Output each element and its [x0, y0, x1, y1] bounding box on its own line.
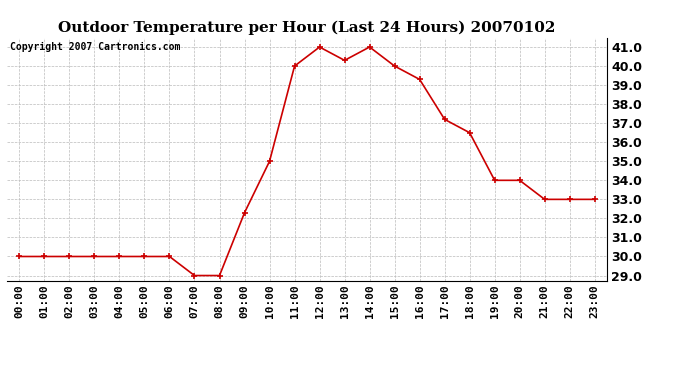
Text: Copyright 2007 Cartronics.com: Copyright 2007 Cartronics.com	[10, 42, 180, 52]
Title: Outdoor Temperature per Hour (Last 24 Hours) 20070102: Outdoor Temperature per Hour (Last 24 Ho…	[59, 21, 555, 35]
